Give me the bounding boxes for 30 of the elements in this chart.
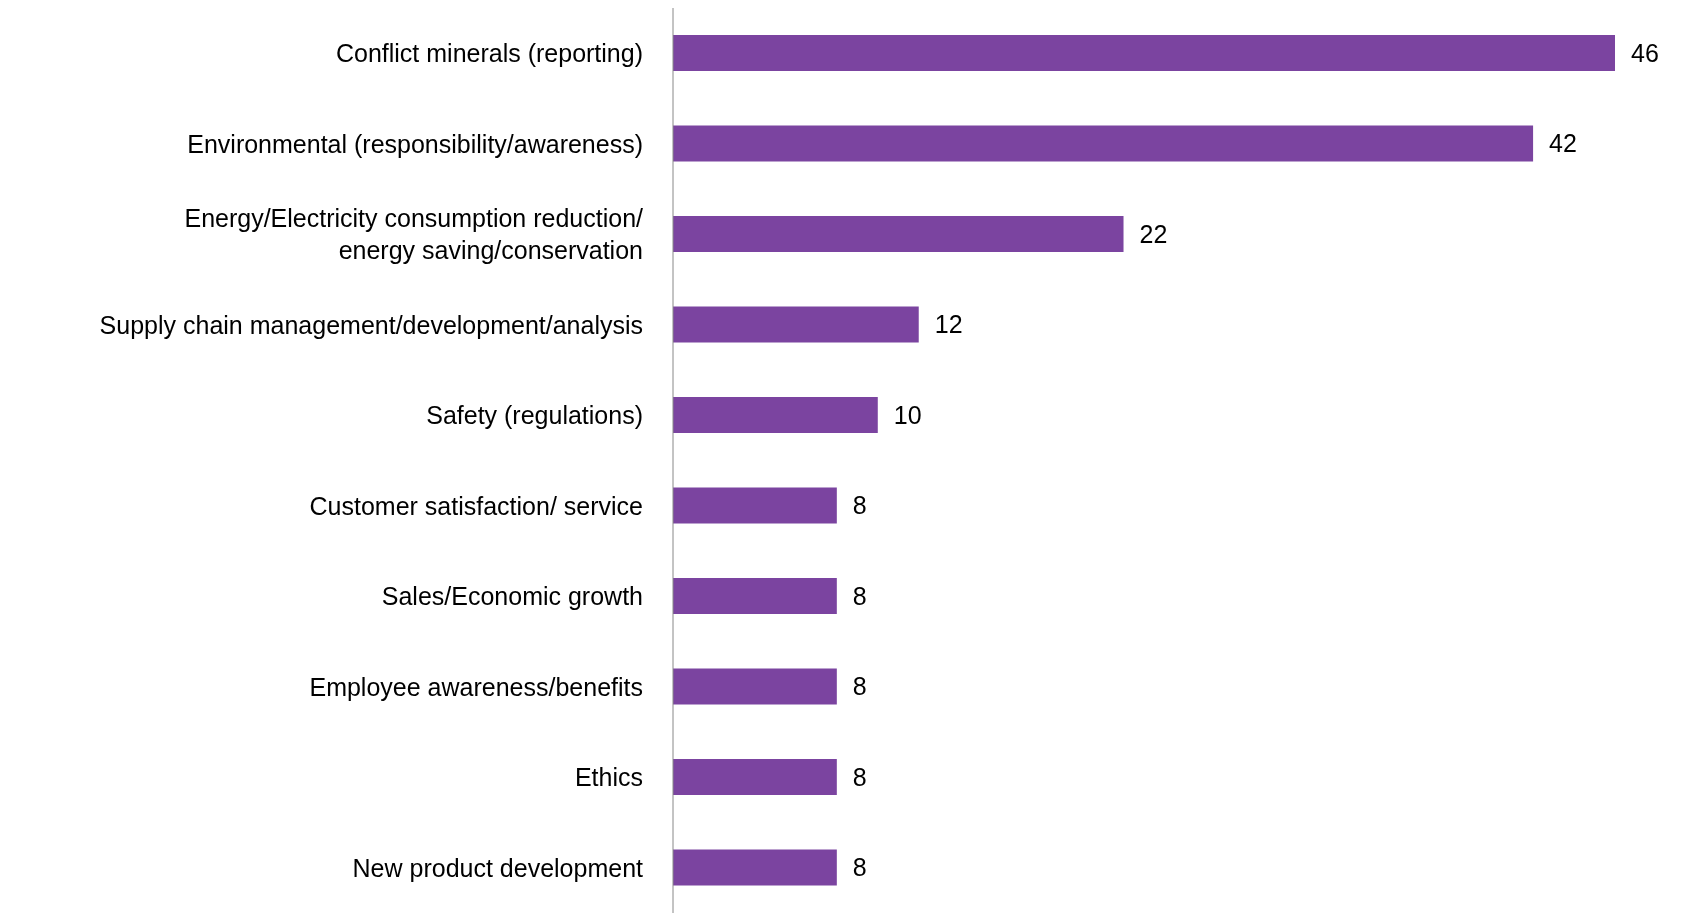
y-tick-label: Safety (regulations) (426, 401, 643, 430)
bar (673, 668, 837, 705)
bar (673, 306, 919, 343)
y-tick-label: Energy/Electricity consumption reduction/ energy saving/conservation (184, 204, 644, 265)
data-label: 46 (1631, 38, 1659, 67)
bar (673, 125, 1534, 162)
data-label: 8 (852, 491, 867, 520)
y-tick-label: Customer satisfaction/ service (309, 491, 643, 520)
bar (673, 487, 837, 524)
data-label: 10 (893, 400, 922, 429)
y-tick-label: Environmental (responsibility/awareness) (187, 129, 643, 158)
y-tick-label: New product development (352, 853, 644, 882)
data-label: 8 (852, 581, 867, 610)
y-tick-label: Supply chain management/development/analysis (99, 310, 643, 339)
data-label: 8 (852, 762, 867, 791)
y-tick-label: Sales/Economic growth (381, 582, 643, 611)
bar (673, 35, 1615, 71)
bar (673, 216, 1124, 252)
y-tick-label: Employee awareness/benefits (309, 672, 643, 701)
y-tick-label: Ethics (574, 763, 643, 792)
data-label: 12 (934, 310, 963, 339)
data-label: 42 (1549, 129, 1577, 158)
bar (673, 578, 837, 614)
bar (673, 849, 837, 886)
data-label: 8 (852, 672, 867, 701)
data-label: 22 (1139, 219, 1168, 248)
bar (673, 397, 878, 433)
data-label: 8 (852, 853, 867, 882)
bar (673, 759, 837, 795)
y-tick-label: Conflict minerals (reporting) (335, 39, 643, 68)
